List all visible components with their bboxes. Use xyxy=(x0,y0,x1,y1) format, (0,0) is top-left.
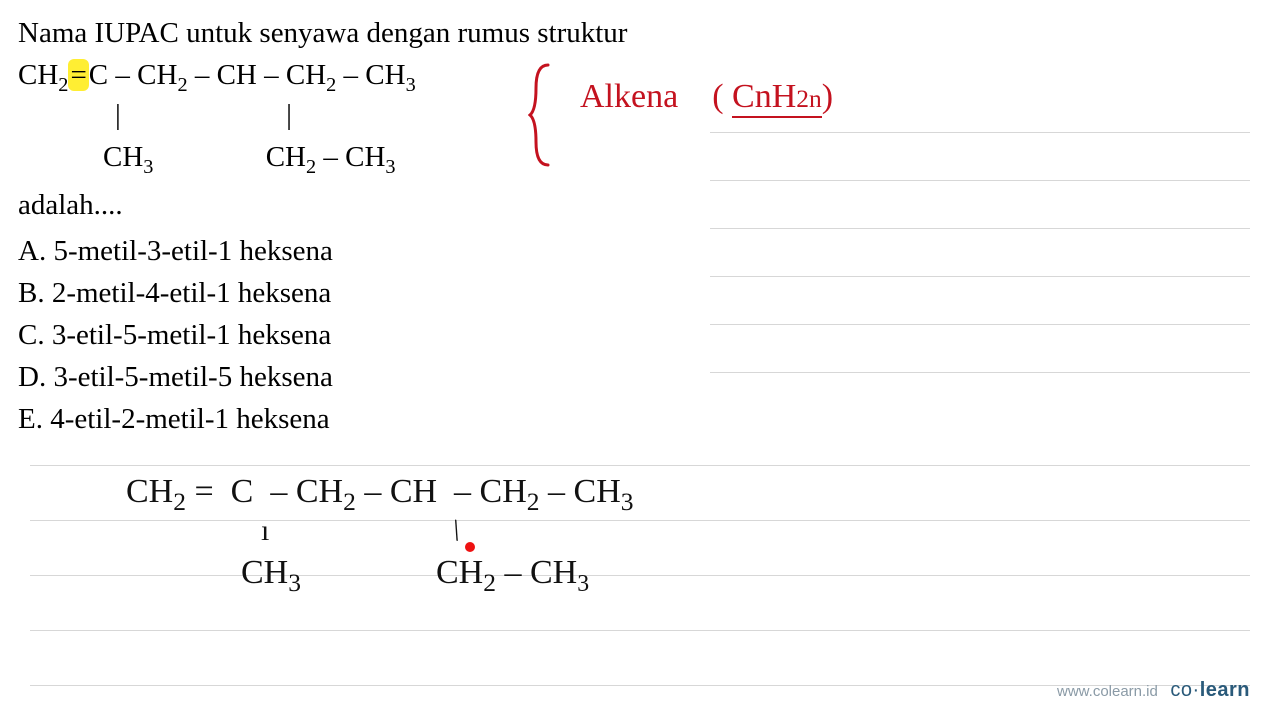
question-line1: Nama IUPAC untuk senyawa dengan rumus st… xyxy=(18,12,1262,54)
hw-sub-ch2ch3: CH2 – CH3 xyxy=(436,553,589,598)
question-block: Nama IUPAC untuk senyawa dengan rumus st… xyxy=(0,0,1280,452)
hw-sub-ch3: CH3 xyxy=(241,553,301,598)
option-c: C. 3-etil-5-metil-1 heksena xyxy=(18,314,1262,356)
formula-row1: CH2=C – CH2 – CH – CH2 – CH3 xyxy=(18,59,416,91)
bond-bar-2: | xyxy=(286,94,292,136)
options-list: A. 5-metil-3-etil-1 heksena B. 2-metil-4… xyxy=(18,230,1262,440)
alkena-text: Alkena xyxy=(580,78,678,115)
formula-cnh2n: ( CnH2n) xyxy=(712,78,833,115)
option-a: A. 5-metil-3-etil-1 heksena xyxy=(18,230,1262,272)
option-d: D. 3-etil-5-metil-5 heksena xyxy=(18,356,1262,398)
option-b: B. 2-metil-4-etil-1 heksena xyxy=(18,272,1262,314)
hw-bond-2: \ xyxy=(447,513,464,550)
hw-bond-1: ı xyxy=(261,513,269,549)
substituent-ch3: CH3 xyxy=(103,141,153,173)
pointer-dot-icon xyxy=(465,542,475,552)
handwritten-structure: CH2 = C – CH2 – CH – CH2 – CH3 ı \ CH3 C… xyxy=(126,472,634,553)
curly-brace-icon xyxy=(528,60,558,170)
bond-bar-1: | xyxy=(115,94,121,136)
hw-row1: CH2 = C – CH2 – CH – CH2 – CH3 xyxy=(126,472,634,517)
annotation-alkena: Alkena ( CnH2n) xyxy=(580,78,833,118)
substituent-ch2ch3: CH2 – CH3 xyxy=(266,141,396,173)
structural-formula: CH2=C – CH2 – CH – CH2 – CH3 | | CH3 CH2… xyxy=(18,54,1262,184)
footer-url: www.colearn.id xyxy=(1057,683,1158,700)
brand-logo: co·learn xyxy=(1170,679,1250,701)
option-e: E. 4-etil-2-metil-1 heksena xyxy=(18,398,1262,440)
question-line-after: adalah.... xyxy=(18,184,1262,226)
highlight-double-bond: = xyxy=(68,59,88,91)
footer: www.colearn.id co·learn xyxy=(1057,679,1250,702)
